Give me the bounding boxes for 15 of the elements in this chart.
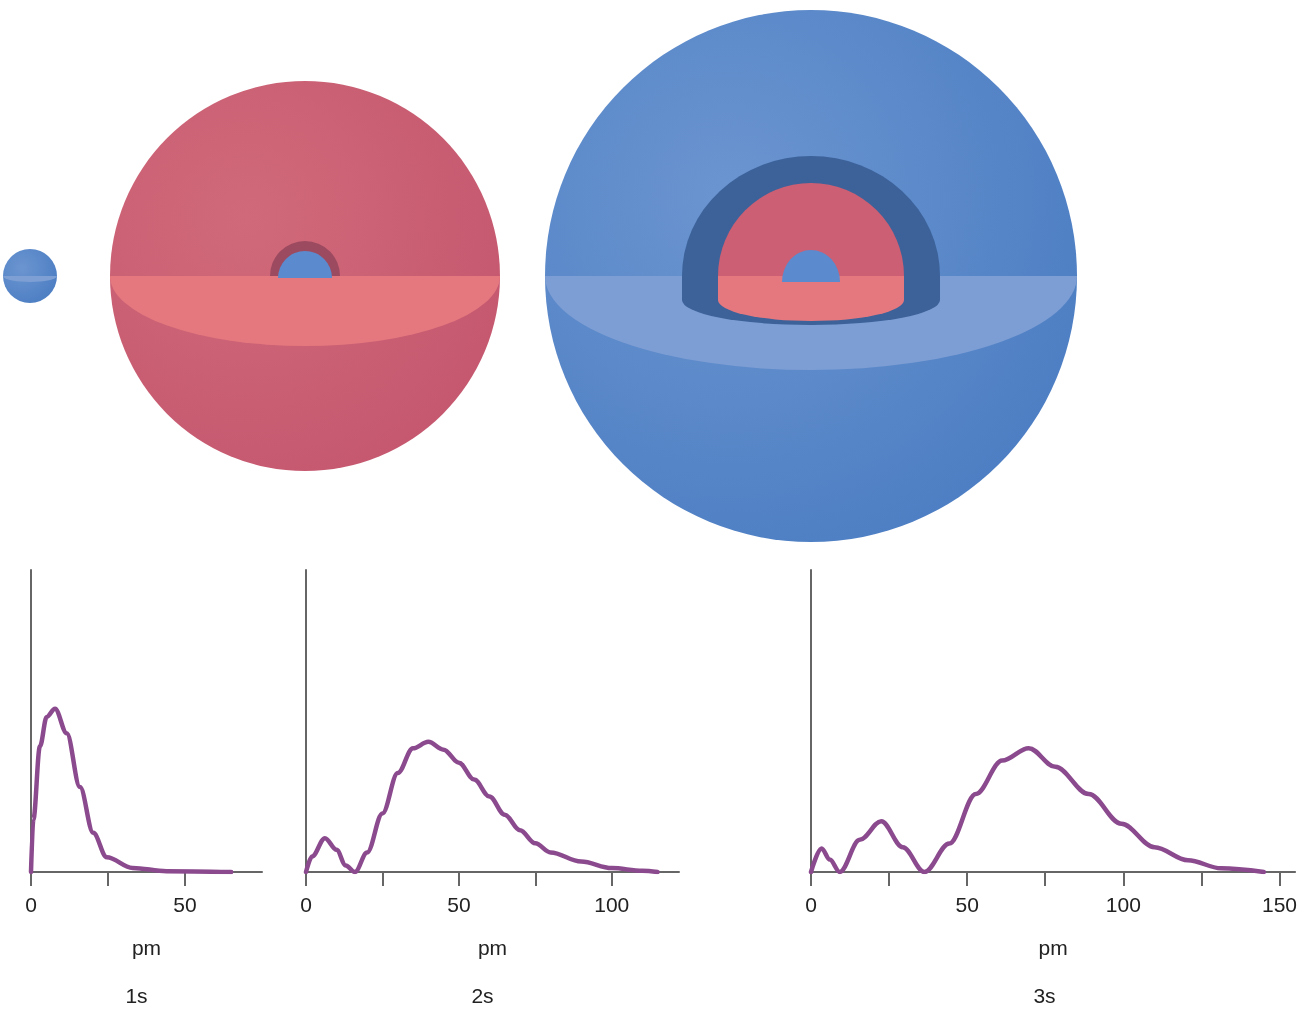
x-axis-title: pm xyxy=(131,936,162,959)
x-tick-label: 50 xyxy=(955,893,979,916)
text: 2s xyxy=(471,984,494,1007)
x-axis-title: pm xyxy=(1038,936,1068,959)
x-tick-label: 100 xyxy=(1105,893,1141,916)
x-tick-label: 0 xyxy=(300,893,312,916)
x-tick-label: 100 xyxy=(594,893,630,916)
text: 1s xyxy=(125,984,148,1007)
x-axis-title: pm xyxy=(477,936,508,959)
x-tick-label: 0 xyxy=(25,893,37,916)
text: 3s xyxy=(1033,984,1056,1007)
x-tick-label: 0 xyxy=(805,893,817,916)
x-tick-label: 150 xyxy=(1261,893,1297,916)
x-tick-label: 50 xyxy=(173,893,197,916)
x-tick-label: 50 xyxy=(447,893,471,916)
